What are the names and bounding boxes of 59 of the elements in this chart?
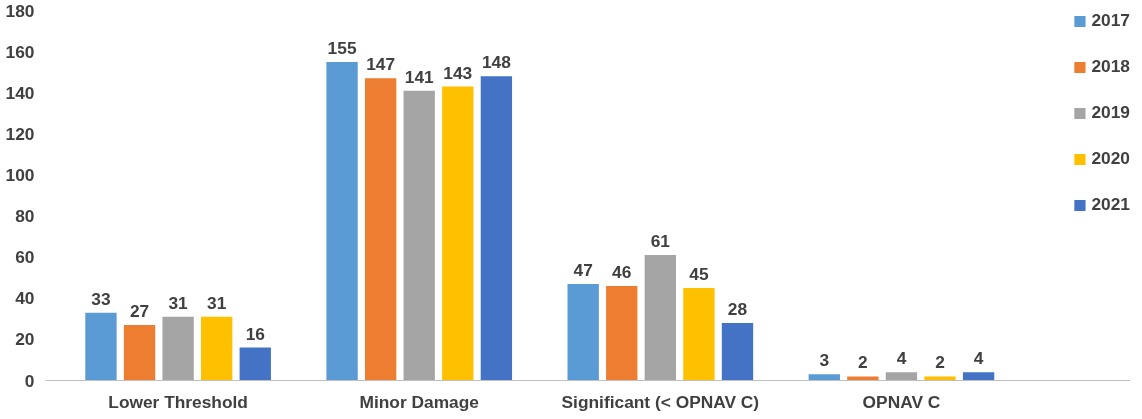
data-label: 27 <box>129 301 150 321</box>
bar <box>683 288 715 381</box>
data-label: 2 <box>935 352 945 373</box>
y-tick-label: 40 <box>15 288 35 309</box>
y-tick-label: 0 <box>24 370 35 391</box>
bar <box>644 255 677 381</box>
bar <box>847 376 879 381</box>
bar <box>123 325 156 381</box>
bar <box>201 316 233 381</box>
bar <box>721 322 754 381</box>
y-tick-label: 120 <box>5 123 35 144</box>
data-label: 45 <box>689 264 709 284</box>
legend-label: 2020 <box>1091 148 1130 169</box>
bar <box>962 372 995 381</box>
bar <box>326 61 358 381</box>
x-tick-label: Lower Threshold <box>108 391 248 412</box>
x-tick-label: Significant (< OPNAV C) <box>561 391 760 412</box>
y-tick-label: 100 <box>5 164 35 185</box>
bar <box>239 347 271 381</box>
data-label: 155 <box>327 37 357 58</box>
data-label: 31 <box>207 292 227 313</box>
legend-label: 2019 <box>1091 102 1130 123</box>
y-tick-label: 80 <box>15 206 35 227</box>
data-label: 16 <box>245 323 266 344</box>
data-label: 2 <box>858 352 868 373</box>
data-label: 28 <box>727 298 748 319</box>
data-label: 3 <box>819 350 830 371</box>
bar <box>442 86 474 381</box>
y-tick-label: 140 <box>5 82 35 103</box>
bar <box>85 312 117 381</box>
legend-label: 2017 <box>1091 10 1130 31</box>
data-label: 147 <box>366 54 396 75</box>
data-label: 143 <box>443 62 473 83</box>
bar <box>480 76 513 381</box>
bar <box>162 316 194 381</box>
bar <box>885 372 918 381</box>
bar <box>364 78 397 381</box>
data-label: 141 <box>404 66 435 87</box>
data-label: 4 <box>973 348 984 369</box>
x-tick-label: Minor Damage <box>359 391 480 412</box>
bar <box>403 90 435 381</box>
bar <box>606 285 638 381</box>
bar <box>567 283 599 381</box>
data-label: 61 <box>650 231 671 252</box>
legend-label: 2018 <box>1091 56 1130 77</box>
data-label: 31 <box>168 292 189 313</box>
data-label: 47 <box>573 259 593 280</box>
bar <box>924 376 956 381</box>
data-label: 33 <box>91 288 111 309</box>
y-tick-label: 180 <box>5 0 35 21</box>
x-tick-label: OPNAV C <box>862 391 941 412</box>
y-tick-label: 20 <box>15 329 35 350</box>
bar <box>808 374 840 381</box>
y-tick-label: 60 <box>15 247 35 268</box>
data-label: 4 <box>896 348 907 369</box>
data-label: 46 <box>612 261 632 282</box>
legend-label: 2021 <box>1091 194 1130 215</box>
y-tick-label: 160 <box>5 41 35 62</box>
data-label: 148 <box>481 52 512 73</box>
